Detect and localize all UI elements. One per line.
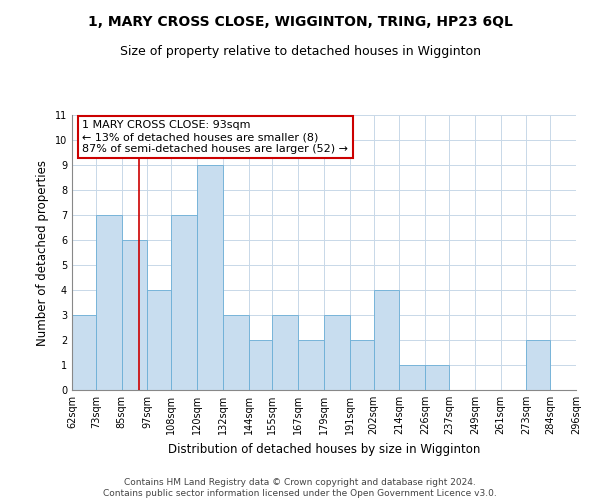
Bar [248, 340, 272, 390]
Bar [400, 365, 425, 390]
X-axis label: Distribution of detached houses by size in Wigginton: Distribution of detached houses by size … [168, 442, 480, 456]
Bar [148, 290, 171, 390]
Bar [197, 165, 223, 390]
Bar [95, 215, 122, 390]
Y-axis label: Number of detached properties: Number of detached properties [37, 160, 49, 346]
Text: Contains HM Land Registry data © Crown copyright and database right 2024.
Contai: Contains HM Land Registry data © Crown c… [103, 478, 497, 498]
Bar [272, 315, 298, 390]
Bar [324, 315, 350, 390]
Text: Size of property relative to detached houses in Wigginton: Size of property relative to detached ho… [119, 45, 481, 58]
Bar [122, 240, 148, 390]
Bar [526, 340, 550, 390]
Bar [72, 315, 95, 390]
Bar [171, 215, 197, 390]
Bar [425, 365, 449, 390]
Text: 1, MARY CROSS CLOSE, WIGGINTON, TRING, HP23 6QL: 1, MARY CROSS CLOSE, WIGGINTON, TRING, H… [88, 15, 512, 29]
Bar [374, 290, 400, 390]
Bar [223, 315, 248, 390]
Text: 1 MARY CROSS CLOSE: 93sqm
← 13% of detached houses are smaller (8)
87% of semi-d: 1 MARY CROSS CLOSE: 93sqm ← 13% of detac… [82, 120, 348, 154]
Bar [298, 340, 324, 390]
Bar [350, 340, 374, 390]
